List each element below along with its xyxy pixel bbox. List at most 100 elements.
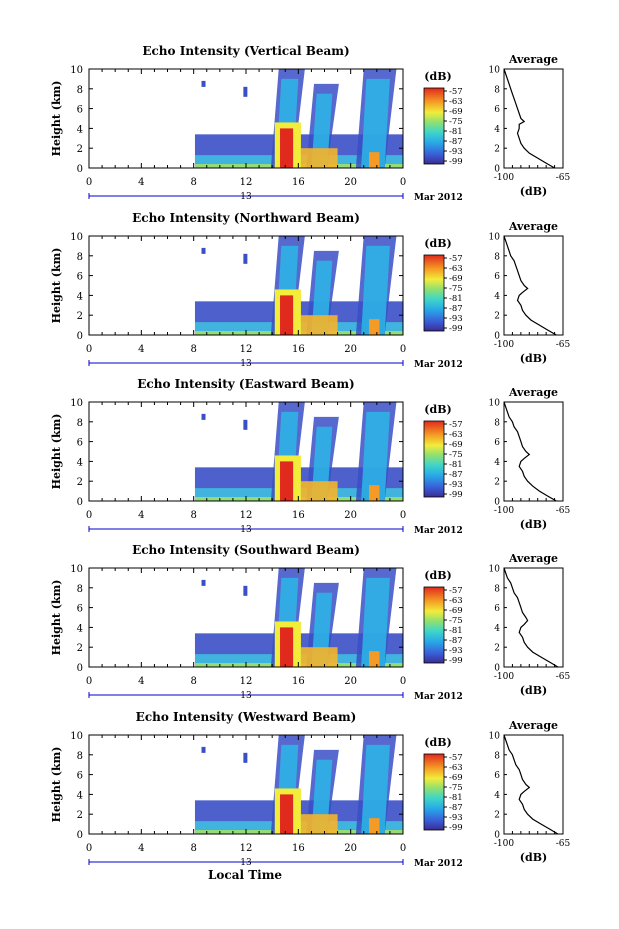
- date-day-label: 13: [240, 359, 252, 369]
- x-tick-label: 0: [86, 510, 92, 521]
- y-tick-label: 6: [77, 771, 83, 782]
- profile-frame: [503, 68, 564, 169]
- colorbar-tick-label: -57: [449, 254, 463, 264]
- profile-x-tick-label: -100: [494, 506, 514, 516]
- profile-y-tick-label: 10: [489, 399, 501, 409]
- x-tick-label: 20: [344, 510, 357, 521]
- colorbar-tick-label: -87: [449, 304, 463, 314]
- heatmap-field: [194, 236, 403, 335]
- colorbar: [423, 420, 445, 498]
- x-tick-label: 0: [86, 177, 92, 188]
- x-tick-label: 4: [138, 676, 144, 687]
- x-tick-label: 12: [240, 510, 253, 521]
- profile-y-tick-label: 10: [489, 565, 501, 575]
- colorbar-tick-label: -93: [449, 147, 463, 157]
- x-tick-label: 0: [86, 843, 92, 854]
- y-tick-label: 0: [77, 663, 83, 674]
- y-tick-label: 4: [77, 623, 83, 634]
- profile-y-tick-label: 4: [494, 624, 500, 634]
- date-day-label: 13: [240, 192, 252, 202]
- y-axis-label: Height (km): [50, 81, 63, 157]
- profile-y-tick-label: 6: [494, 771, 500, 781]
- profile-x-label: (dB): [520, 518, 547, 531]
- colorbar-tick-label: -69: [449, 440, 463, 450]
- colorbar-unit: (dB): [424, 237, 451, 250]
- profile-title: Average: [508, 386, 558, 399]
- x-tick-label: 0: [400, 843, 406, 854]
- profile-y-tick-label: 6: [494, 272, 500, 282]
- chart-title: Echo Intensity (Northward Beam): [132, 211, 360, 225]
- colorbar-tick-label: -63: [449, 596, 463, 606]
- profile-title: Average: [508, 552, 558, 565]
- y-axis-label: Height (km): [50, 414, 63, 490]
- profile-x-tick-label: -100: [494, 340, 514, 350]
- profile-y-tick-label: 2: [494, 312, 500, 322]
- profile-title: Average: [508, 220, 558, 233]
- profile-title: Average: [508, 719, 558, 732]
- x-tick-label: 16: [292, 676, 305, 687]
- y-axis-label: Height (km): [50, 747, 63, 823]
- y-tick-label: 2: [77, 311, 83, 322]
- x-tick-label: 0: [400, 344, 406, 355]
- colorbar-tick-label: -81: [449, 626, 463, 636]
- profile-y-tick-label: 8: [494, 751, 500, 761]
- profile-frame: [503, 567, 564, 668]
- profile-y-tick-label: 8: [494, 85, 500, 95]
- colorbar-tick-label: -63: [449, 430, 463, 440]
- profile-y-tick-label: 0: [494, 831, 500, 841]
- x-tick-label: 16: [292, 177, 305, 188]
- colorbar: [423, 87, 445, 165]
- y-tick-label: 6: [77, 272, 83, 283]
- profile-x-label: (dB): [520, 352, 547, 365]
- colorbar-tick-label: -69: [449, 606, 463, 616]
- profile-y-tick-label: 2: [494, 811, 500, 821]
- profile-y-tick-label: 0: [494, 165, 500, 175]
- profile-frame: [503, 401, 564, 502]
- profile-y-tick-label: 8: [494, 252, 500, 262]
- y-tick-label: 4: [77, 124, 83, 135]
- profile-y-tick-label: 2: [494, 644, 500, 654]
- profile-x-tick-label: -65: [556, 340, 571, 350]
- y-tick-label: 0: [77, 830, 83, 841]
- x-axis-label-local-time: Local Time: [208, 868, 282, 882]
- colorbar-tick-label: -93: [449, 646, 463, 656]
- colorbar-tick-label: -69: [449, 107, 463, 117]
- x-tick-label: 20: [344, 344, 357, 355]
- colorbar-tick-label: -57: [449, 420, 463, 430]
- x-tick-label: 12: [240, 344, 253, 355]
- colorbar-unit: (dB): [424, 70, 451, 83]
- x-tick-label: 4: [138, 843, 144, 854]
- colorbar-tick-label: -75: [449, 450, 463, 460]
- colorbar-tick-label: -87: [449, 636, 463, 646]
- y-tick-label: 4: [77, 790, 83, 801]
- y-tick-label: 8: [77, 252, 83, 263]
- profile-y-tick-label: 4: [494, 292, 500, 302]
- colorbar-tick-label: -75: [449, 783, 463, 793]
- x-tick-label: 8: [190, 177, 196, 188]
- profile-line: [503, 734, 559, 835]
- x-tick-label: 0: [86, 676, 92, 687]
- chart-title: Echo Intensity (Vertical Beam): [142, 44, 349, 58]
- x-tick-label: 12: [240, 676, 253, 687]
- x-tick-label: 12: [240, 843, 253, 854]
- x-tick-label: 16: [292, 510, 305, 521]
- x-tick-label: 4: [138, 510, 144, 521]
- heatmap-field: [194, 69, 403, 168]
- panel-1: Echo Intensity (Northward Beam) 0 2 4 6 8 10 0 4…: [50, 211, 571, 370]
- profile-y-tick-label: 0: [494, 498, 500, 508]
- profile-line: [503, 401, 557, 502]
- profile-x-label: (dB): [520, 185, 547, 198]
- profile-y-tick-label: 6: [494, 438, 500, 448]
- colorbar-tick-label: -93: [449, 813, 463, 823]
- colorbar-tick-label: -57: [449, 586, 463, 596]
- y-tick-label: 6: [77, 105, 83, 116]
- profile-x-tick-label: -65: [556, 173, 571, 183]
- y-tick-label: 10: [70, 564, 83, 575]
- colorbar-tick-label: -69: [449, 274, 463, 284]
- profile-x-label: (dB): [520, 684, 547, 697]
- colorbar-tick-label: -99: [449, 823, 463, 833]
- colorbar-tick-label: -87: [449, 803, 463, 813]
- colorbar-tick-label: -75: [449, 284, 463, 294]
- date-day-label: 13: [240, 691, 252, 701]
- profile-x-tick-label: -100: [494, 173, 514, 183]
